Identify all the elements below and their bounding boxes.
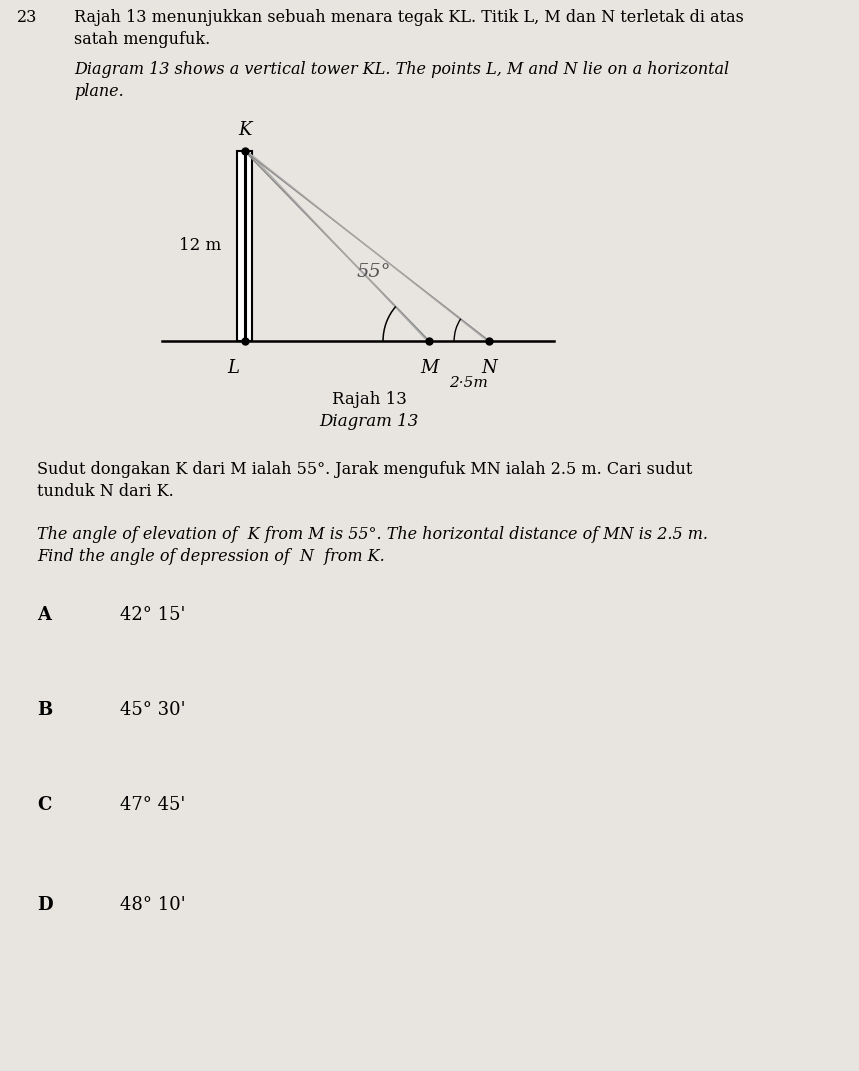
Text: satah mengufuk.: satah mengufuk. (74, 31, 210, 48)
Text: Diagram 13 shows a vertical tower KL. The points L, M and N lie on a horizontal: Diagram 13 shows a vertical tower KL. Th… (74, 61, 729, 78)
Text: Sudut dongakan K dari M ialah 55°. Jarak mengufuk MN ialah 2.5 m. Cari sudut: Sudut dongakan K dari M ialah 55°. Jarak… (37, 461, 692, 478)
Text: tunduk N dari K.: tunduk N dari K. (37, 483, 174, 500)
Text: K: K (238, 121, 252, 139)
Text: Diagram 13: Diagram 13 (320, 413, 419, 429)
Bar (237, 151, 252, 341)
Text: 12 m: 12 m (180, 238, 222, 255)
Text: 42° 15': 42° 15' (120, 606, 186, 624)
Text: 2·5m: 2·5m (449, 376, 488, 390)
Text: A: A (37, 606, 51, 624)
Text: plane.: plane. (74, 82, 124, 100)
Text: Rajah 13 menunjukkan sebuah menara tegak KL. Titik L, M dan N terletak di atas: Rajah 13 menunjukkan sebuah menara tegak… (74, 9, 744, 26)
Text: C: C (37, 796, 52, 814)
Text: 23: 23 (16, 9, 37, 26)
Text: Rajah 13: Rajah 13 (332, 391, 406, 408)
Text: 47° 45': 47° 45' (120, 796, 186, 814)
Text: Find the angle of depression of  N  from K.: Find the angle of depression of N from K… (37, 548, 385, 565)
Text: The angle of elevation of  K from M is 55°. The horizontal distance of MN is 2.5: The angle of elevation of K from M is 55… (37, 526, 708, 543)
Text: L: L (228, 359, 240, 377)
Text: M: M (420, 359, 438, 377)
Text: 45° 30': 45° 30' (120, 702, 186, 719)
Text: D: D (37, 896, 52, 914)
Text: 55°: 55° (356, 263, 391, 281)
Text: B: B (37, 702, 52, 719)
Text: 48° 10': 48° 10' (120, 896, 186, 914)
Text: N: N (481, 359, 497, 377)
